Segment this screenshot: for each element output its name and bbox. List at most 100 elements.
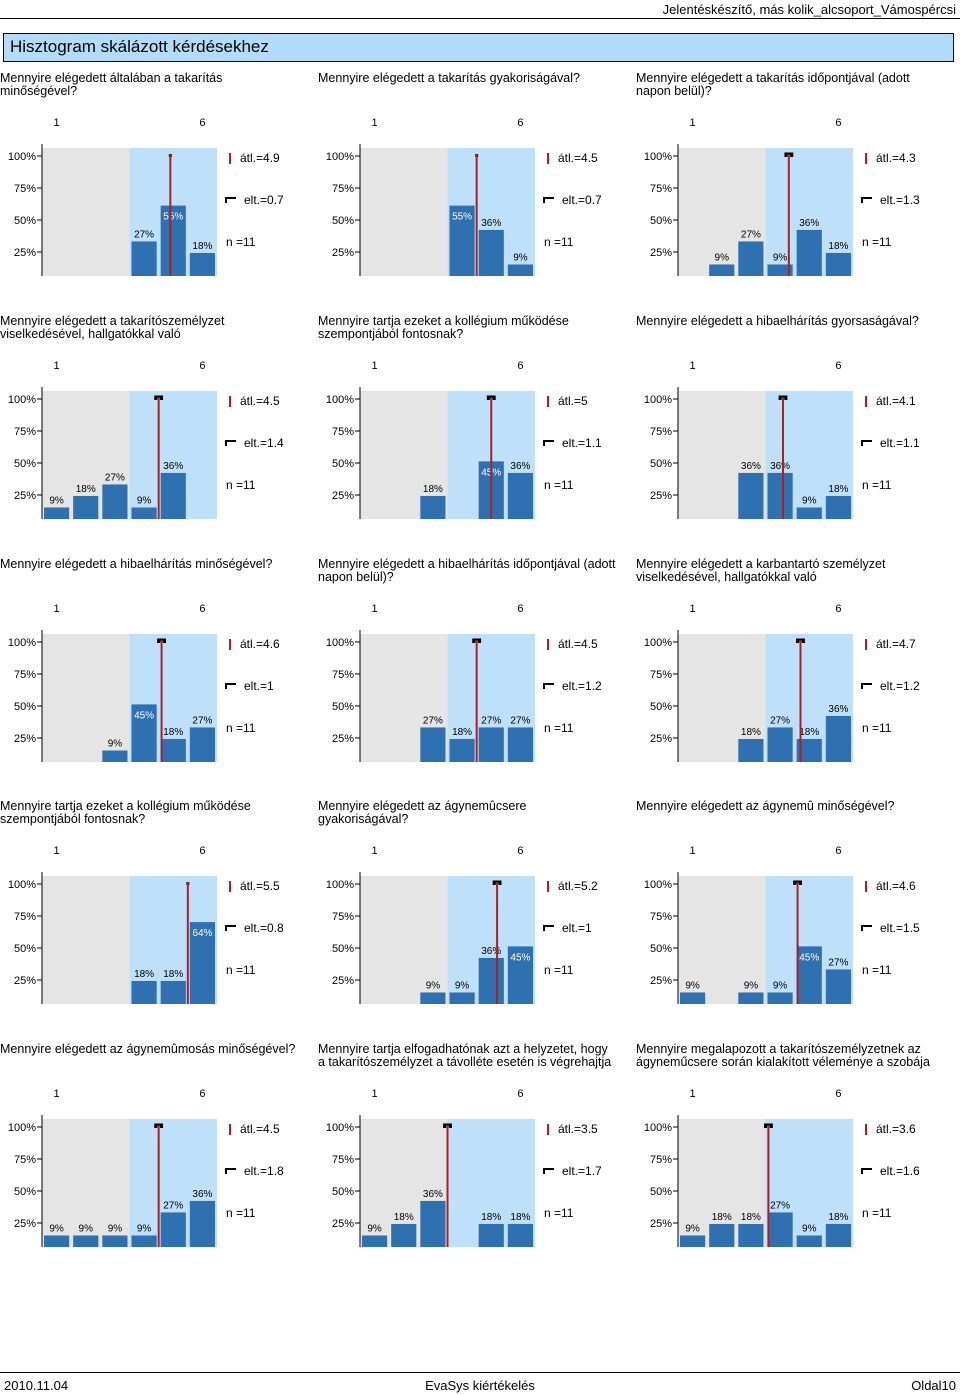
footer-date: 2010.11.04 bbox=[4, 1378, 69, 1393]
std-dev-legend-icon bbox=[543, 683, 554, 689]
sample-size: n =11 bbox=[544, 478, 574, 492]
y-tick-label: 25% bbox=[650, 247, 672, 259]
y-tick-label: 25% bbox=[14, 975, 36, 987]
histogram-bar bbox=[131, 704, 157, 762]
y-tick-label: 50% bbox=[650, 215, 672, 227]
scale-max-label: 6 bbox=[517, 845, 523, 857]
bar-value-label: 45% bbox=[134, 710, 154, 721]
std-dev-legend-icon bbox=[861, 1168, 872, 1174]
std-dev-value: elt.=1 bbox=[244, 679, 274, 693]
std-dev-legend-icon bbox=[225, 440, 236, 446]
bar-value-label: 18% bbox=[423, 484, 443, 495]
mean-value: átl.=4.5 bbox=[558, 151, 598, 165]
histogram-bar bbox=[160, 980, 186, 1004]
std-dev-value: elt.=1 bbox=[562, 921, 592, 935]
y-tick-label: 50% bbox=[14, 943, 36, 955]
std-dev-legend-icon bbox=[861, 925, 872, 931]
sample-size: n =11 bbox=[544, 235, 574, 249]
bar-value-label: 27% bbox=[481, 715, 501, 726]
question-text: Mennyire elégedett az ágynemû minőségéve… bbox=[636, 799, 895, 813]
chart-panel: Mennyire elégedett a karbantartó személy… bbox=[636, 558, 946, 798]
sample-size: n =11 bbox=[862, 721, 892, 735]
y-tick-label: 75% bbox=[332, 911, 354, 923]
std-dev-legend-icon bbox=[225, 925, 236, 931]
scale-min-label: 1 bbox=[372, 360, 378, 372]
bar-value-label: 9% bbox=[773, 980, 788, 991]
chart-panel: Mennyire elégedett a takarítószemélyzet … bbox=[0, 315, 310, 555]
scale-max-label: 6 bbox=[199, 1088, 205, 1100]
sample-size: n =11 bbox=[862, 235, 892, 249]
sample-size: n =11 bbox=[862, 478, 892, 492]
bar-value-label: 27% bbox=[105, 472, 125, 483]
sample-size: n =11 bbox=[226, 478, 256, 492]
bar-value-label: 27% bbox=[510, 715, 530, 726]
bar-value-label: 27% bbox=[770, 715, 790, 726]
chart-panel: Mennyire elégedett a hibaelhárítás időpo… bbox=[318, 558, 628, 798]
histogram-bar bbox=[825, 715, 851, 762]
bar-value-label: 45% bbox=[799, 952, 819, 963]
y-tick-label: 50% bbox=[332, 1186, 354, 1198]
y-tick-label: 100% bbox=[8, 1122, 36, 1134]
mean-value: átl.=4.5 bbox=[558, 637, 598, 651]
y-tick-label: 50% bbox=[332, 458, 354, 470]
scale-max-label: 6 bbox=[517, 603, 523, 615]
histogram-chart: 1 6 100% 75% 50% 25% 9% 9% 9% 9% 27% 36% átl.=4.5 elt… bbox=[8, 1088, 284, 1247]
histogram-bar bbox=[796, 507, 822, 519]
histogram-bar bbox=[131, 980, 157, 1004]
chart-panel: Mennyire elégedett általában a takarítás… bbox=[0, 72, 310, 312]
histogram-bar bbox=[189, 922, 215, 1004]
histogram-bar bbox=[825, 252, 851, 276]
histogram-bar bbox=[449, 992, 475, 1004]
sample-size: n =11 bbox=[544, 963, 574, 977]
histogram-bar bbox=[507, 946, 533, 1004]
histogram-bar bbox=[160, 1212, 186, 1247]
y-tick-label: 75% bbox=[650, 183, 672, 195]
histogram-bar bbox=[478, 229, 504, 276]
bar-value-label: 18% bbox=[163, 727, 183, 738]
section-title: Hisztogram skálázott kérdésekhez bbox=[10, 37, 269, 56]
bar-value-label: 18% bbox=[163, 969, 183, 980]
sample-size: n =11 bbox=[862, 963, 892, 977]
mean-value: átl.=4.3 bbox=[876, 151, 916, 165]
y-tick-label: 75% bbox=[650, 669, 672, 681]
histogram-bar bbox=[160, 472, 186, 519]
bar-value-label: 18% bbox=[452, 727, 472, 738]
footer-divider bbox=[0, 1372, 960, 1373]
bar-value-label: 36% bbox=[770, 461, 790, 472]
histogram-bar bbox=[478, 1223, 504, 1247]
y-tick-label: 25% bbox=[650, 490, 672, 502]
bar-value-label: 27% bbox=[741, 229, 761, 240]
std-dev-value: elt.=1.2 bbox=[880, 679, 920, 693]
histogram-bar bbox=[767, 1212, 793, 1247]
mean-value: átl.=3.5 bbox=[558, 1122, 598, 1136]
bar-value-label: 9% bbox=[744, 980, 759, 991]
scale-max-label: 6 bbox=[199, 603, 205, 615]
y-tick-label: 75% bbox=[650, 911, 672, 923]
histogram-bar bbox=[73, 495, 99, 519]
std-dev-value: elt.=1.5 bbox=[880, 921, 920, 935]
bar-value-label: 18% bbox=[828, 484, 848, 495]
sample-size: n =11 bbox=[862, 1206, 892, 1220]
question-text: Mennyire elégedett a karbantartó személy… bbox=[636, 557, 886, 584]
bar-value-label: 9% bbox=[137, 1223, 152, 1234]
bar-value-label: 27% bbox=[828, 957, 848, 968]
bar-value-label: 36% bbox=[799, 218, 819, 229]
y-tick-label: 75% bbox=[14, 911, 36, 923]
y-tick-label: 100% bbox=[644, 394, 672, 406]
bar-value-label: 18% bbox=[481, 1212, 501, 1223]
std-dev-value: elt.=0.7 bbox=[244, 193, 284, 207]
scale-min-label: 1 bbox=[690, 117, 696, 129]
bar-value-label: 55% bbox=[163, 212, 183, 223]
bar-value-label: 36% bbox=[423, 1189, 443, 1200]
bar-value-label: 9% bbox=[685, 1223, 700, 1234]
histogram-bar bbox=[738, 472, 764, 519]
report-header-title: Jelentéskészítő, más kolik_alcsoport_Vám… bbox=[662, 2, 956, 17]
mean-value: átl.=3.6 bbox=[876, 1122, 916, 1136]
y-tick-label: 25% bbox=[332, 733, 354, 745]
sample-size: n =11 bbox=[226, 235, 256, 249]
question-text: Mennyire elégedett az ágynemûcsere gyako… bbox=[318, 799, 527, 826]
footer-center: EvaSys kiértékelés bbox=[425, 1378, 535, 1393]
histogram-bar bbox=[767, 727, 793, 762]
scale-max-label: 6 bbox=[835, 1088, 841, 1100]
histogram-chart: 1 6 100% 75% 50% 25% 55% 36% 9% átl.=4.5 elt.=0.7 n… bbox=[326, 117, 602, 276]
